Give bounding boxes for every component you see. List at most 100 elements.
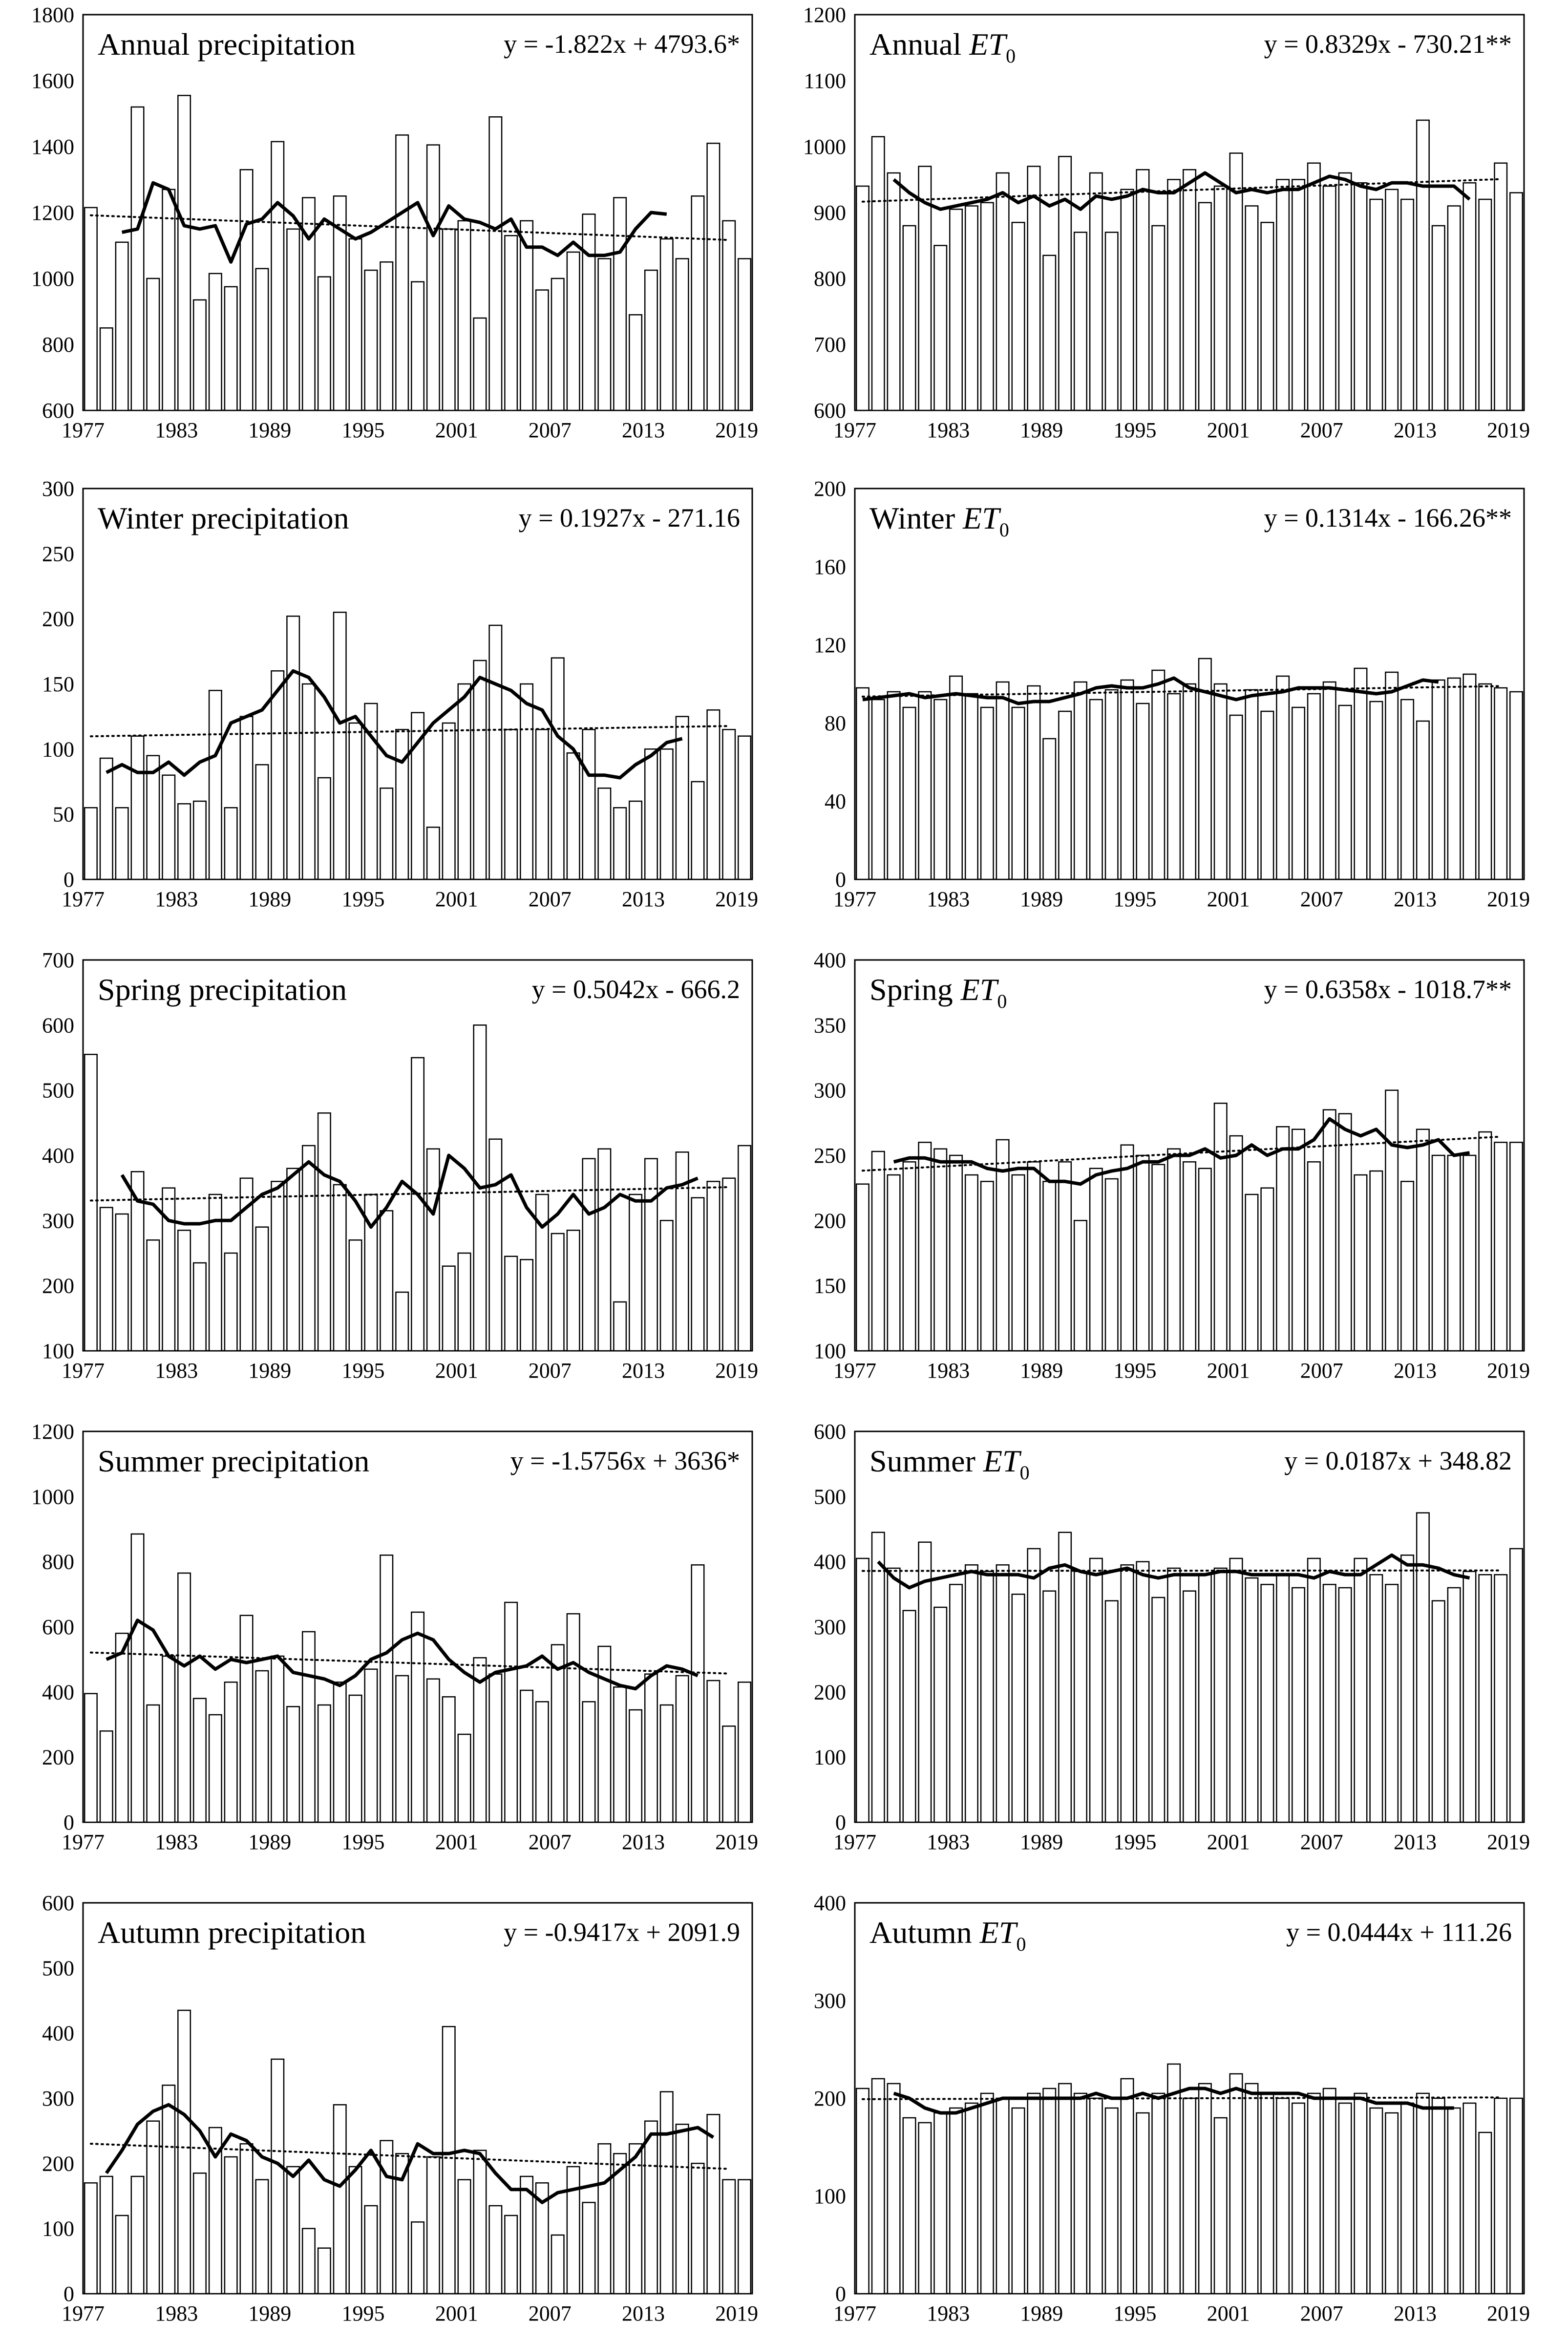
y-tick-label: 0 — [64, 868, 74, 892]
x-tick-label: 2013 — [622, 418, 665, 442]
trend-line — [89, 725, 730, 738]
bar — [1229, 1135, 1243, 1352]
y-tick-label: 0 — [64, 1810, 74, 1834]
y-tick-label: 200 — [814, 1680, 846, 1704]
y-tick-label: 0 — [64, 2282, 74, 2306]
bar — [1136, 2112, 1150, 2295]
bar — [1058, 1532, 1072, 1823]
y-tick-label: 100 — [814, 1339, 846, 1363]
bar — [504, 2215, 518, 2295]
bar — [364, 1668, 378, 1823]
bar — [1447, 677, 1461, 880]
bar — [722, 2179, 736, 2295]
bar — [1213, 683, 1228, 880]
bar — [855, 1183, 869, 1352]
bar — [99, 2175, 113, 2295]
bar — [629, 2143, 643, 2295]
bar — [1027, 1548, 1041, 1823]
bar — [1167, 2063, 1181, 2295]
y-tick-label: 400 — [814, 948, 846, 972]
bar — [1431, 1600, 1445, 1823]
bar — [1198, 202, 1212, 411]
bar — [333, 1682, 347, 1823]
bar — [629, 314, 643, 411]
bar — [1292, 2102, 1306, 2295]
bar — [520, 2175, 534, 2295]
bar — [1073, 1571, 1087, 1823]
bar — [1462, 673, 1477, 880]
bar — [457, 683, 471, 880]
bar — [1338, 2102, 1352, 2295]
bar — [933, 1148, 948, 1352]
bar — [659, 1220, 674, 1352]
bar — [738, 1145, 752, 1352]
bar — [488, 1138, 503, 1352]
bar — [192, 2173, 207, 2295]
bar — [629, 800, 643, 880]
trend-equation: y = 0.0444x + 111.26 — [1286, 1917, 1512, 1947]
bar — [1369, 1574, 1383, 1823]
bar — [162, 774, 176, 880]
y-tick-label: 400 — [42, 2022, 74, 2045]
x-tick-label: 1977 — [62, 2301, 105, 2325]
y-tick-label: 1000 — [31, 267, 74, 291]
bar — [933, 245, 948, 411]
x-tick-label: 2013 — [1394, 418, 1437, 442]
bar — [1385, 671, 1399, 880]
bar — [996, 1139, 1010, 1352]
bar — [239, 716, 254, 880]
bar — [1494, 1574, 1508, 1823]
bar — [1307, 162, 1321, 411]
panel-title: Autumn ET0 — [869, 1915, 1026, 1955]
bar — [551, 2234, 565, 2295]
bar — [980, 706, 994, 880]
bar — [597, 788, 612, 880]
y-tick-label: 40 — [825, 789, 846, 813]
bar — [286, 1168, 300, 1352]
x-tick-label: 1989 — [248, 1359, 291, 1383]
panel-title: Annual precipitation — [98, 27, 356, 62]
y-tick-label: 600 — [814, 1420, 846, 1444]
bar — [333, 612, 347, 880]
y-tick-label: 200 — [814, 2087, 846, 2110]
bar — [84, 1693, 98, 1823]
bar — [1369, 701, 1383, 880]
bar — [146, 1704, 160, 1823]
x-tick-label: 1983 — [927, 1830, 970, 1854]
bar — [1136, 1561, 1150, 1823]
bar — [887, 1174, 901, 1352]
bar — [738, 258, 752, 411]
bar — [706, 709, 720, 880]
x-tick-label: 2001 — [1207, 418, 1250, 442]
x-tick-label: 1977 — [62, 887, 105, 911]
x-tick-label: 1995 — [1114, 1359, 1157, 1383]
bar — [1260, 2092, 1274, 2295]
bar — [442, 1696, 456, 1823]
bar — [659, 748, 674, 880]
bar — [411, 1057, 425, 1352]
y-tick-label: 100 — [42, 1339, 74, 1363]
bar — [1276, 179, 1290, 411]
y-tick-label: 350 — [814, 1013, 846, 1037]
bar — [1276, 2097, 1290, 2295]
bar — [1245, 2083, 1259, 2295]
y-tick-label: 0 — [835, 868, 846, 892]
bar — [1104, 689, 1119, 880]
y-tick-label: 400 — [814, 1891, 846, 1915]
bar — [457, 2179, 471, 2295]
bar — [1354, 667, 1368, 880]
bar — [1400, 1181, 1415, 1352]
bar — [706, 2114, 720, 2295]
x-tick-label: 2007 — [1300, 887, 1343, 911]
bar — [1478, 683, 1492, 880]
bar — [1183, 2097, 1197, 2295]
bar — [1416, 119, 1430, 411]
y-tick-label: 300 — [42, 2087, 74, 2110]
bar — [411, 281, 425, 411]
x-tick-label: 2007 — [529, 1830, 572, 1854]
x-tick-label: 2019 — [715, 1830, 758, 1854]
moving-average-line — [893, 1117, 1470, 1186]
x-tick-label: 1977 — [833, 418, 876, 442]
bar — [1213, 1567, 1228, 1823]
bar — [1462, 1571, 1477, 1823]
